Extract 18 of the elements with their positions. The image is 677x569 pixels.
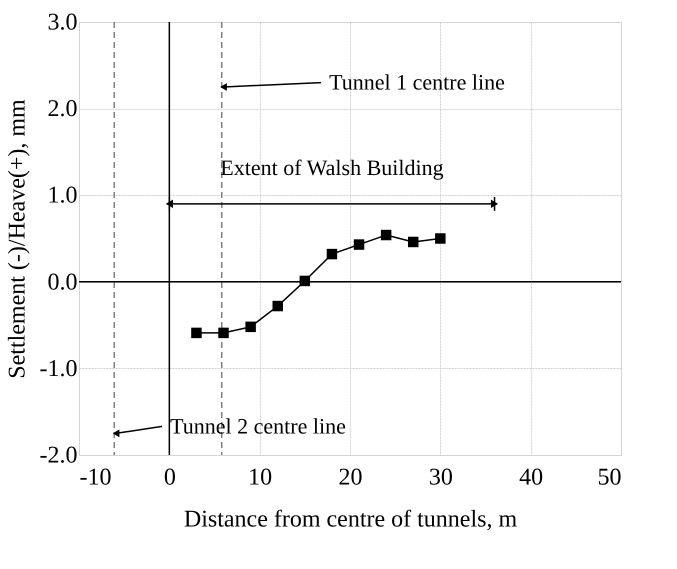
x-tick-label: 40	[519, 464, 544, 490]
y-tick-label: 1.0	[48, 182, 78, 209]
y-tick-label: 0.0	[48, 269, 78, 296]
y-tick-label: 3.0	[48, 10, 78, 36]
y-tick-label: -2.0	[40, 442, 78, 468]
x-tick-label: 0	[164, 464, 176, 490]
x-tick-label: -10	[80, 464, 112, 490]
x-tick-label: 50	[598, 464, 622, 490]
x-tick-label: 30	[428, 464, 453, 490]
ref-line-label: Tunnel 1 centre line	[329, 70, 505, 95]
y-tick-label: 2.0	[48, 96, 78, 122]
ref-line-label: Tunnel 2 centre line	[170, 413, 346, 438]
x-tick-label: 10	[248, 464, 272, 490]
x-tick-label: 20	[338, 464, 362, 490]
y-tick-label: -1.0	[40, 356, 78, 382]
y-axis-title: Settlement (-)/Heave(+), mm	[4, 98, 31, 379]
x-axis-title: Distance from centre of tunnels, m	[184, 506, 518, 532]
series-label: Extent of Walsh Building	[220, 154, 444, 180]
